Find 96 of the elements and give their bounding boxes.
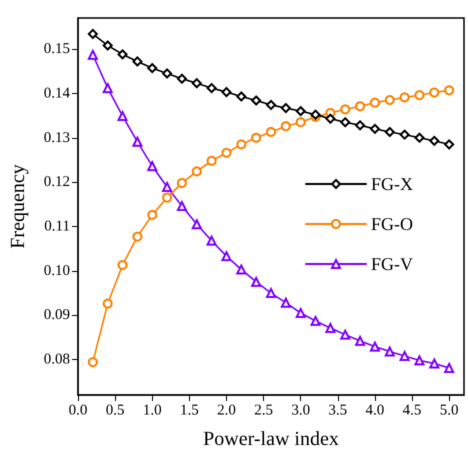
legend-label: FG-O bbox=[370, 214, 414, 234]
point bbox=[102, 298, 113, 309]
point bbox=[162, 68, 172, 78]
legend-label: FG-V bbox=[370, 254, 414, 274]
x-tick-label: 2.5 bbox=[254, 402, 273, 418]
point bbox=[429, 358, 440, 369]
point bbox=[340, 104, 350, 114]
point bbox=[384, 346, 395, 357]
point bbox=[370, 124, 380, 134]
point bbox=[325, 114, 336, 124]
point bbox=[355, 336, 366, 346]
x-tick-label: 3.5 bbox=[328, 402, 348, 418]
point bbox=[118, 49, 128, 60]
point bbox=[221, 251, 232, 262]
point bbox=[176, 178, 187, 188]
y-tick-label: 0.10 bbox=[44, 262, 70, 279]
point bbox=[118, 260, 128, 270]
point bbox=[444, 362, 454, 373]
point bbox=[162, 192, 172, 203]
point bbox=[88, 50, 98, 60]
point bbox=[132, 56, 142, 66]
point bbox=[176, 201, 187, 212]
x-tick-label: 1.5 bbox=[180, 402, 199, 418]
point bbox=[444, 139, 454, 150]
point bbox=[88, 28, 98, 39]
point bbox=[206, 236, 217, 246]
point bbox=[147, 161, 158, 172]
x-tick-label: 0.5 bbox=[106, 402, 124, 418]
point bbox=[370, 342, 380, 352]
x-tick-label: 0.0 bbox=[68, 402, 88, 418]
point bbox=[414, 90, 424, 100]
point bbox=[192, 219, 202, 230]
point bbox=[192, 166, 202, 176]
point bbox=[384, 126, 395, 137]
point bbox=[251, 276, 262, 287]
y-tick-label: 0.09 bbox=[44, 307, 70, 324]
x-tick-label: 2.0 bbox=[217, 402, 236, 418]
point bbox=[384, 95, 395, 106]
point bbox=[310, 316, 321, 326]
point bbox=[296, 117, 306, 128]
point bbox=[132, 232, 142, 242]
x-tick-label: 5.0 bbox=[440, 402, 459, 418]
point bbox=[280, 298, 291, 308]
y-tick-label: 0.15 bbox=[44, 41, 70, 58]
y-tick-label: 0.11 bbox=[44, 218, 70, 234]
point bbox=[88, 357, 98, 368]
y-tick-label: 0.14 bbox=[44, 85, 70, 102]
point bbox=[266, 100, 276, 110]
point bbox=[206, 156, 217, 166]
point bbox=[132, 136, 142, 147]
point bbox=[429, 136, 440, 146]
point bbox=[296, 106, 306, 116]
point bbox=[355, 120, 366, 130]
x-axis-title: Power-law index bbox=[203, 428, 339, 450]
point bbox=[118, 111, 128, 122]
point bbox=[340, 117, 350, 128]
point bbox=[206, 83, 217, 94]
point bbox=[266, 126, 276, 137]
point bbox=[251, 132, 262, 143]
point bbox=[400, 92, 410, 102]
point bbox=[221, 148, 232, 158]
point bbox=[192, 78, 202, 88]
x-tick-label: 1.0 bbox=[142, 402, 162, 418]
y-tick-label: 0.08 bbox=[44, 352, 70, 368]
point bbox=[266, 288, 276, 298]
point bbox=[340, 330, 350, 340]
point bbox=[296, 308, 306, 318]
y-axis-title: Frequency bbox=[7, 164, 29, 249]
point bbox=[176, 74, 187, 84]
point bbox=[147, 63, 158, 74]
point bbox=[102, 40, 113, 50]
point bbox=[400, 350, 410, 361]
point bbox=[414, 132, 424, 143]
point bbox=[221, 87, 232, 98]
point bbox=[236, 92, 246, 102]
x-tick-label: 4.5 bbox=[402, 402, 422, 418]
point bbox=[400, 130, 410, 140]
legend-label: FG-X bbox=[370, 174, 414, 194]
point bbox=[429, 88, 440, 98]
point bbox=[162, 182, 172, 192]
point bbox=[370, 98, 380, 108]
point bbox=[236, 139, 246, 150]
point bbox=[236, 264, 246, 274]
x-tick-label: 3.0 bbox=[291, 402, 310, 418]
y-tick-label: 0.13 bbox=[44, 130, 70, 146]
point bbox=[325, 323, 336, 334]
point bbox=[251, 95, 262, 106]
point bbox=[102, 83, 113, 94]
point bbox=[355, 101, 366, 112]
y-tick-label: 0.12 bbox=[44, 174, 70, 190]
point bbox=[414, 355, 424, 366]
point bbox=[280, 121, 291, 132]
x-tick-label: 4.0 bbox=[366, 402, 384, 418]
point bbox=[280, 103, 291, 114]
point bbox=[147, 210, 158, 220]
point bbox=[444, 85, 454, 96]
